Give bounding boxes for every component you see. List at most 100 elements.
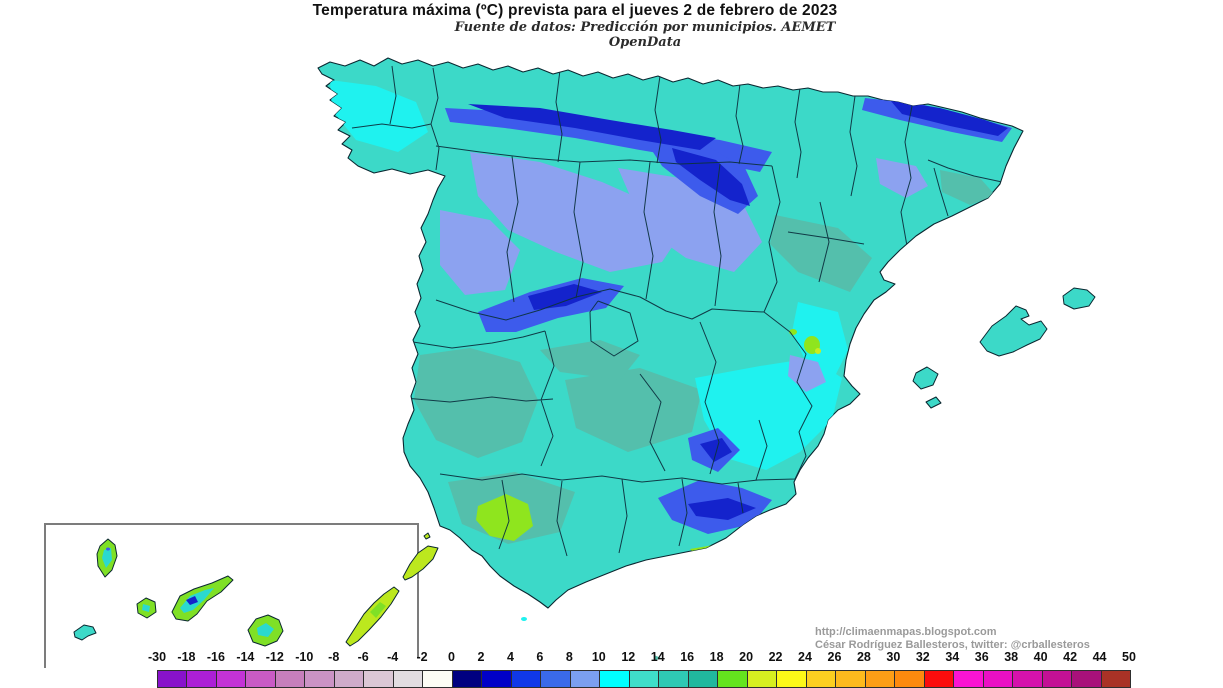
credits-block: http://climaenmapas.blogspot.com César R… xyxy=(815,626,1090,652)
legend-tick-label: 20 xyxy=(739,650,754,664)
mallorca-island xyxy=(979,305,1048,357)
legend-tick-label: 22 xyxy=(768,650,783,664)
legend-tick-label: 28 xyxy=(856,650,871,664)
shade-toledo xyxy=(540,340,640,380)
legend-tick-label: 2 xyxy=(477,650,485,664)
shade-ebro-valley xyxy=(770,215,872,292)
legend-cell xyxy=(953,671,983,687)
legend-tick-label: 26 xyxy=(827,650,842,664)
legend-overlap-dot xyxy=(654,655,661,661)
legend-tick-label: 36 xyxy=(974,650,989,664)
shade-gredos-core xyxy=(528,284,602,310)
legend-cell xyxy=(746,671,777,687)
legend-cell xyxy=(658,671,688,687)
province-borders xyxy=(351,65,1003,557)
legend-cell xyxy=(599,671,629,687)
canary-inset-frame xyxy=(44,523,419,668)
gran-canaria-interior xyxy=(257,623,274,637)
menorca-island xyxy=(1062,287,1096,310)
legend-cell xyxy=(186,671,216,687)
legend-tick-label: -14 xyxy=(236,650,255,664)
shade-la-mancha xyxy=(565,368,702,452)
shade-sevilla-green xyxy=(476,494,533,541)
legend-tick-label: 38 xyxy=(1004,650,1019,664)
legend-tick-label: 10 xyxy=(591,650,606,664)
shade-soria-core xyxy=(672,148,750,206)
legend-tick-label: 40 xyxy=(1033,650,1048,664)
credits-author: César Rodríguez Ballesteros, twitter: @c… xyxy=(815,639,1090,651)
legend-tick-label: 42 xyxy=(1063,650,1078,664)
legend-tick-label: -16 xyxy=(206,650,225,664)
legend-cell xyxy=(1041,671,1072,687)
shade-extremadura xyxy=(414,348,538,458)
page-title: Temperatura máxima (ºC) prevista para el… xyxy=(312,2,838,19)
la-graciosa-islet xyxy=(423,532,431,540)
shade-cantabrian-core xyxy=(468,104,716,150)
legend-cell xyxy=(923,671,954,687)
legend-cell xyxy=(864,671,895,687)
legend-tick-label: 18 xyxy=(709,650,724,664)
legend-tick-label: -6 xyxy=(357,650,369,664)
legend-cell xyxy=(363,671,393,687)
legend-tick-label: -30 xyxy=(147,650,167,664)
legend-cell xyxy=(776,671,806,687)
credits-url[interactable]: http://climaenmapas.blogspot.com xyxy=(815,626,997,638)
legend-tick-label: 16 xyxy=(680,650,695,664)
fuerteventura-island xyxy=(345,586,400,647)
legend-cell xyxy=(333,671,364,687)
legend-tick-label: -10 xyxy=(295,650,314,664)
legend-tick-label: 34 xyxy=(945,650,960,664)
legend-cell xyxy=(687,671,718,687)
legend-cell xyxy=(158,671,187,687)
legend-bar xyxy=(157,670,1131,688)
shade-sierra-nevada-core xyxy=(688,498,756,520)
data-source-subtitle: Fuente de datos: Predicción por municipi… xyxy=(454,20,836,50)
teide-peak xyxy=(186,596,198,605)
legend-tick-label: 4 xyxy=(506,650,514,664)
ibiza-island xyxy=(912,366,939,390)
shade-valencia-yellow xyxy=(815,348,821,354)
formentera-island xyxy=(925,396,942,409)
el-hierro-island xyxy=(73,624,97,641)
canary-islands xyxy=(73,532,439,647)
legend-cell xyxy=(451,671,482,687)
legend-tick-label: 50 xyxy=(1122,650,1136,664)
shade-catalonia-coast xyxy=(940,170,995,205)
legend-cell xyxy=(982,671,1013,687)
balearic-islands xyxy=(912,287,1096,409)
legend-tick-label: 32 xyxy=(915,650,930,664)
legend-tick-label: 6 xyxy=(536,650,544,664)
legend-labels: -30 -18 -16 -14 -12 -10 -8 -6 -4 -2 0 2 4 6 8 10 12 14 16 1… xyxy=(148,650,1136,666)
legend-cell xyxy=(215,671,246,687)
shade-soria-periwinkle xyxy=(618,168,762,272)
legend-tick-label: 30 xyxy=(886,650,901,664)
legend-cell xyxy=(717,671,747,687)
legend-cell xyxy=(835,671,865,687)
legend-tick-label: 44 xyxy=(1092,650,1107,664)
la-palma-interior xyxy=(102,548,112,568)
shade-pyrenees-core xyxy=(890,100,1008,136)
la-palma-peak xyxy=(106,547,110,551)
legend-tick-label: -4 xyxy=(387,650,399,664)
legend-cell xyxy=(481,671,511,687)
shade-lleida-periwinkle xyxy=(876,158,928,198)
legend-cell xyxy=(422,671,452,687)
temperature-shading xyxy=(330,80,1012,557)
shade-sagra-core xyxy=(700,438,732,462)
legend-cell xyxy=(1012,671,1042,687)
lanzarote-island xyxy=(402,545,439,581)
legend-tick-label: -8 xyxy=(328,650,340,664)
la-gomera-interior xyxy=(142,604,150,612)
legend-cell xyxy=(569,671,600,687)
legend-cell xyxy=(304,671,334,687)
legend-tick-label: -12 xyxy=(265,650,284,664)
shade-galicia-cyan xyxy=(330,80,428,152)
legend-cell xyxy=(274,671,305,687)
alboran-island-dot xyxy=(521,617,527,621)
legend-tick-label: 24 xyxy=(798,650,812,664)
legend-cell xyxy=(245,671,275,687)
legend-cell xyxy=(894,671,924,687)
legend-tick-label: -2 xyxy=(416,650,428,664)
